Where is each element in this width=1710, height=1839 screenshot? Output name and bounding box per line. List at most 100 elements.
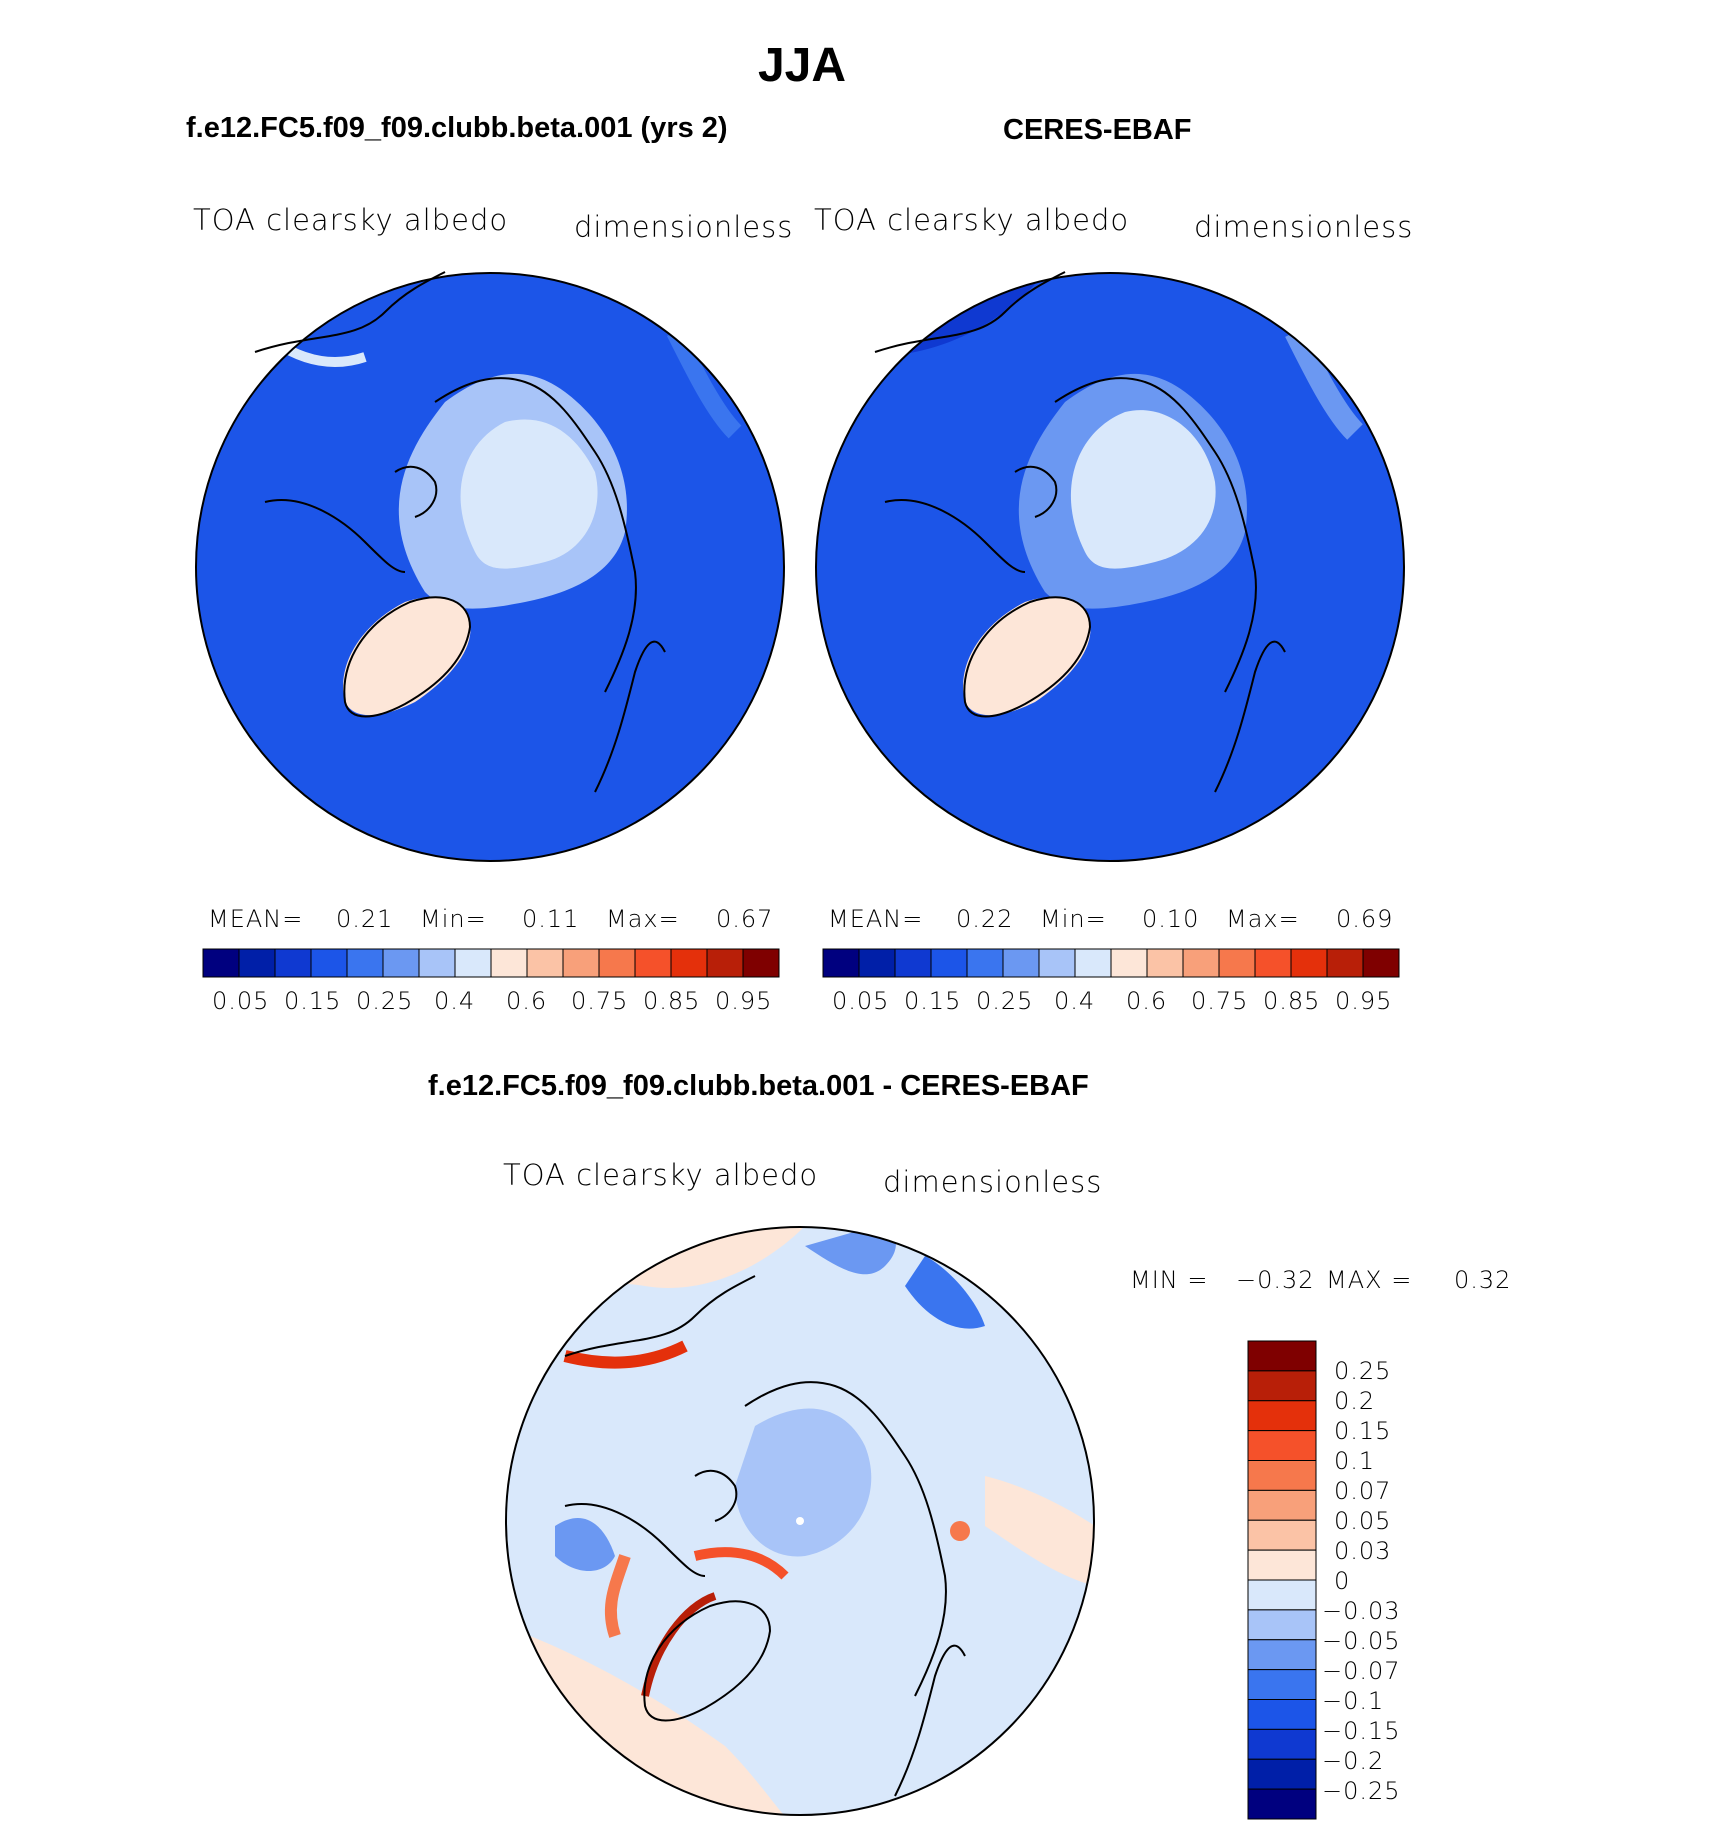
colorbar-swatch	[1002, 948, 1040, 978]
panel-1-min-value: 0.11	[522, 905, 580, 933]
colorbar-swatch	[1247, 1788, 1317, 1820]
panel-2-variable-label: TOA clearsky albedo	[814, 203, 1130, 237]
colorbar-swatch	[238, 948, 276, 978]
colorbar-swatch	[634, 948, 672, 978]
panel-2-colorbar-tick: 0.15	[904, 987, 962, 1015]
diff-colorbar-tick: 0.1	[1334, 1447, 1376, 1475]
panel-1-colorbar-tick: 0.15	[284, 987, 342, 1015]
diff-colorbar-tick: 0.15	[1334, 1417, 1392, 1445]
colorbar-swatch	[1247, 1669, 1317, 1700]
colorbar-swatch	[1254, 948, 1292, 978]
colorbar-swatch	[1218, 948, 1256, 978]
colorbar-swatch	[706, 948, 744, 978]
colorbar-swatch	[1247, 1549, 1317, 1581]
panel-2-polar-map	[815, 271, 1405, 862]
panel-1-colorbar-tick: 0.05	[212, 987, 270, 1015]
panel-1-max-label: Max=	[606, 905, 680, 933]
diff-colorbar-tick: 0.03	[1334, 1537, 1392, 1565]
colorbar-swatch	[1247, 1400, 1317, 1432]
colorbar-swatch	[1247, 1609, 1317, 1641]
panel-1-mean-value: 0.21	[336, 905, 394, 933]
colorbar-swatch	[1247, 1639, 1317, 1671]
colorbar-swatch	[1182, 948, 1220, 978]
panel-1-coastlines	[254, 271, 666, 793]
colorbar-swatch	[1038, 948, 1076, 978]
panel-2-max-label: Max=	[1226, 905, 1300, 933]
diff-colorbar-tick: 0.05	[1334, 1507, 1392, 1535]
colorbar-swatch	[1247, 1460, 1317, 1491]
colorbar-swatch	[966, 948, 1004, 978]
diff-colorbar-tick: −0.03	[1322, 1597, 1401, 1625]
panel-2-mean-value: 0.22	[956, 905, 1014, 933]
panel-2-colorbar-tick: 0.95	[1335, 987, 1393, 1015]
diff-max-value: 0.32	[1454, 1266, 1512, 1294]
colorbar-swatch	[742, 948, 780, 978]
colorbar-swatch	[858, 948, 896, 978]
colorbar-swatch	[1247, 1370, 1317, 1402]
diff-colorbar-tick: −0.1	[1322, 1687, 1385, 1715]
panel-1-colorbar-tick: 0.4	[434, 987, 476, 1015]
panel-2-colorbar-tick: 0.75	[1191, 987, 1249, 1015]
panel-2-case-title: CERES-EBAF	[1003, 114, 1192, 146]
panel-1-colorbar-tick: 0.25	[356, 987, 414, 1015]
colorbar-swatch	[526, 948, 564, 978]
panel-2-colorbar	[822, 948, 1400, 978]
panel-1-polar-map	[195, 271, 785, 862]
colorbar-swatch	[1290, 948, 1328, 978]
panel-1-colorbar-tick: 0.85	[643, 987, 701, 1015]
panel-1-colorbar-tick: 0.6	[506, 987, 548, 1015]
diff-max-label: MAX =	[1326, 1266, 1413, 1294]
panel-2-mean-label: MEAN=	[828, 905, 924, 933]
diff-colorbar-tick: 0.2	[1334, 1387, 1376, 1415]
colorbar-swatch	[1074, 948, 1112, 978]
diff-units-label: dimensionless	[883, 1165, 1103, 1199]
diff-coastlines	[564, 1275, 966, 1797]
colorbar-swatch	[1247, 1699, 1317, 1730]
panel-1-colorbar-tick: 0.75	[571, 987, 629, 1015]
panel-2-min-value: 0.10	[1142, 905, 1200, 933]
diff-colorbar-tick: −0.2	[1322, 1747, 1385, 1775]
diff-colorbar-tick: 0.25	[1334, 1357, 1392, 1385]
diff-polar-map	[505, 1226, 1095, 1816]
colorbar-swatch	[1247, 1579, 1317, 1611]
colorbar-swatch	[1247, 1728, 1317, 1760]
diff-case-title: f.e12.FC5.f09_f09.clubb.beta.001 - CERES…	[428, 1070, 1089, 1102]
colorbar-swatch	[454, 948, 492, 978]
diff-colorbar-tick: 0	[1334, 1567, 1351, 1595]
colorbar-swatch	[310, 948, 348, 978]
diff-variable-label: TOA clearsky albedo	[503, 1158, 819, 1192]
panel-1-units-label: dimensionless	[574, 210, 794, 244]
colorbar-swatch	[930, 948, 968, 978]
colorbar-swatch	[1247, 1340, 1317, 1372]
colorbar-swatch	[1362, 948, 1400, 978]
diff-colorbar-tick: −0.05	[1322, 1627, 1401, 1655]
colorbar-swatch	[346, 948, 384, 978]
diff-colorbar	[1247, 1340, 1317, 1820]
colorbar-swatch	[1146, 948, 1184, 978]
colorbar-swatch	[382, 948, 420, 978]
diff-colorbar-tick: 0.07	[1334, 1477, 1392, 1505]
diff-colorbar-tick: −0.15	[1322, 1717, 1401, 1745]
colorbar-swatch	[1326, 948, 1364, 978]
colorbar-swatch	[418, 948, 456, 978]
colorbar-swatch	[822, 948, 860, 978]
diff-colorbar-tick: −0.25	[1322, 1777, 1401, 1805]
panel-1-colorbar-tick: 0.95	[715, 987, 773, 1015]
colorbar-swatch	[1247, 1489, 1317, 1521]
colorbar-swatch	[274, 948, 312, 978]
panel-2-max-value: 0.69	[1336, 905, 1394, 933]
panel-2-units-label: dimensionless	[1194, 210, 1414, 244]
colorbar-swatch	[1247, 1519, 1317, 1551]
panel-2-colorbar-tick: 0.25	[976, 987, 1034, 1015]
diff-min-value: −0.32	[1236, 1266, 1315, 1294]
panel-1-variable-label: TOA clearsky albedo	[193, 203, 509, 237]
colorbar-swatch	[562, 948, 600, 978]
colorbar-swatch	[490, 948, 528, 978]
panel-2-min-label: Min=	[1040, 905, 1107, 933]
panel-2-colorbar-tick: 0.85	[1263, 987, 1321, 1015]
panel-2-coastlines	[874, 271, 1286, 793]
colorbar-swatch	[894, 948, 932, 978]
panel-2-colorbar-tick: 0.4	[1054, 987, 1096, 1015]
panel-1-mean-label: MEAN=	[208, 905, 304, 933]
colorbar-swatch	[598, 948, 636, 978]
